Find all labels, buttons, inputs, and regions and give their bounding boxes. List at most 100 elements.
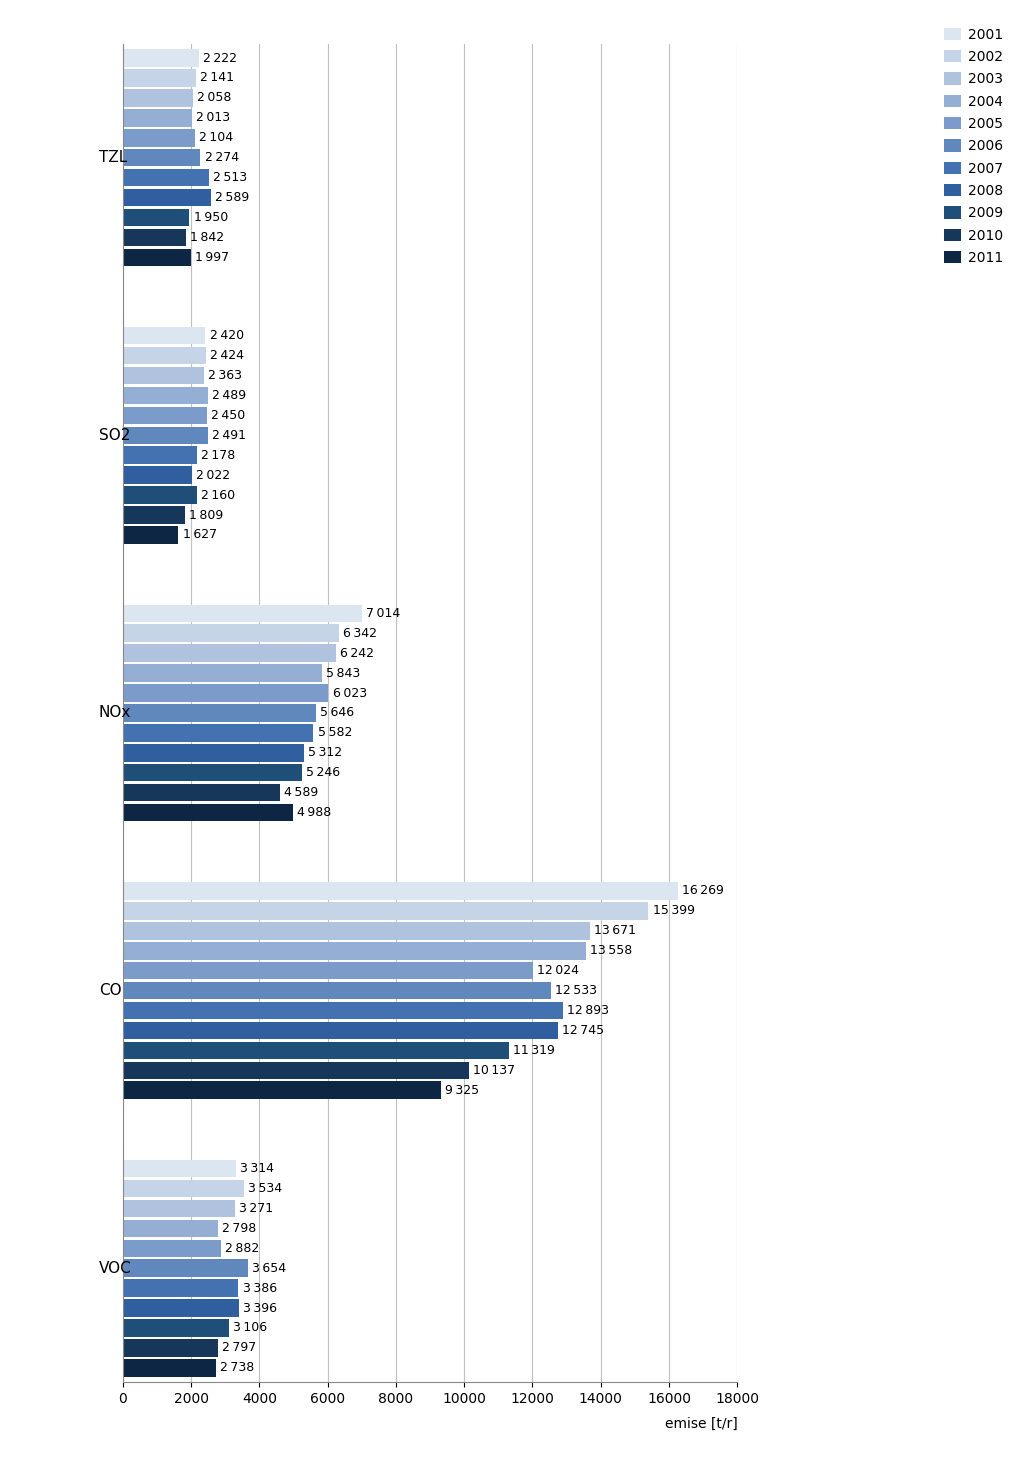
Text: 6 242: 6 242 [340,647,374,660]
Bar [123,209,189,226]
Text: 2 104: 2 104 [199,131,232,144]
Bar [123,326,206,344]
Bar [123,684,329,701]
Bar [123,368,204,384]
Text: 2 489: 2 489 [212,390,246,401]
Text: 1 627: 1 627 [182,528,217,541]
Bar [123,148,201,166]
Bar [123,644,336,662]
Bar [123,1339,218,1357]
Bar [123,942,586,960]
Bar [123,526,178,544]
Text: 6 342: 6 342 [343,626,378,639]
Text: 2 797: 2 797 [222,1342,257,1354]
Text: 2 738: 2 738 [220,1361,255,1374]
Text: 13 671: 13 671 [594,925,636,938]
Text: 2 058: 2 058 [198,91,231,104]
Text: 2 513: 2 513 [213,171,247,184]
Text: 12 533: 12 533 [555,983,597,997]
Text: 2 798: 2 798 [222,1222,257,1235]
Text: 6 023: 6 023 [333,686,367,700]
Bar [123,447,198,465]
Bar [123,784,280,801]
Text: 16 269: 16 269 [682,885,724,898]
Bar [123,764,302,782]
Text: 5 312: 5 312 [308,747,342,760]
Bar [123,129,195,147]
Bar [123,109,191,126]
Text: 5 843: 5 843 [327,666,360,679]
Bar [123,466,191,484]
X-axis label: emise [t/r]: emise [t/r] [665,1417,737,1430]
Text: 2 274: 2 274 [205,151,239,165]
Bar [123,1061,469,1079]
Text: 1 997: 1 997 [196,251,229,263]
Text: 12 745: 12 745 [562,1025,604,1036]
Text: 13 558: 13 558 [590,944,632,957]
Bar [123,426,208,444]
Bar [123,1200,234,1217]
Bar [123,188,211,206]
Bar [123,90,194,107]
Bar [123,704,315,722]
Bar [123,407,207,425]
Text: 5 582: 5 582 [317,726,352,739]
Text: 2 160: 2 160 [201,488,234,501]
Text: 5 246: 5 246 [306,766,340,779]
Text: 1 809: 1 809 [188,509,223,522]
Text: NOx: NOx [99,706,131,720]
Bar [123,1360,216,1376]
Text: 2 222: 2 222 [203,51,237,65]
Bar [123,982,551,1000]
Bar [123,744,304,761]
Bar [123,1299,239,1317]
Text: 2 450: 2 450 [211,409,245,422]
Text: 2 022: 2 022 [196,469,230,482]
Text: 2 420: 2 420 [210,329,244,343]
Text: 3 314: 3 314 [240,1163,274,1175]
Bar [123,169,209,187]
Text: 4 988: 4 988 [297,806,332,819]
Bar [123,882,678,900]
Bar [123,1160,236,1177]
Legend: 2001, 2002, 2003, 2004, 2005, 2006, 2007, 2008, 2009, 2010, 2011: 2001, 2002, 2003, 2004, 2005, 2006, 2007… [939,22,1009,270]
Text: 5 646: 5 646 [319,707,354,719]
Text: 3 654: 3 654 [252,1261,286,1274]
Bar [123,1319,229,1336]
Text: 12 024: 12 024 [538,964,580,978]
Bar [123,1239,221,1257]
Text: 2 491: 2 491 [212,429,246,442]
Bar [123,1279,239,1297]
Text: 2 424: 2 424 [210,348,244,362]
Bar [123,1082,441,1100]
Text: 2 363: 2 363 [208,369,242,382]
Text: 4 589: 4 589 [284,786,317,800]
Text: 3 396: 3 396 [243,1301,276,1314]
Bar [123,961,534,979]
Bar [123,347,206,365]
Text: 11 319: 11 319 [513,1044,555,1057]
Bar [123,50,199,66]
Bar [123,506,184,523]
Bar [123,804,293,822]
Bar [123,1042,509,1058]
Text: 3 271: 3 271 [239,1202,272,1214]
Bar [123,903,648,920]
Bar [123,248,191,266]
Text: 3 534: 3 534 [248,1182,282,1195]
Text: 1 950: 1 950 [194,212,227,223]
Bar [123,1001,563,1019]
Bar [123,1180,244,1197]
Text: CO: CO [99,983,122,998]
Text: 3 106: 3 106 [233,1322,267,1335]
Bar [123,1022,558,1039]
Text: 2 013: 2 013 [196,112,229,125]
Bar [123,1220,218,1238]
Bar [123,229,185,245]
Text: 9 325: 9 325 [445,1083,479,1097]
Text: SO2: SO2 [99,428,130,442]
Text: 15 399: 15 399 [652,904,694,917]
Text: VOC: VOC [99,1261,132,1276]
Text: 3 386: 3 386 [243,1282,276,1295]
Text: 1 842: 1 842 [189,231,224,244]
